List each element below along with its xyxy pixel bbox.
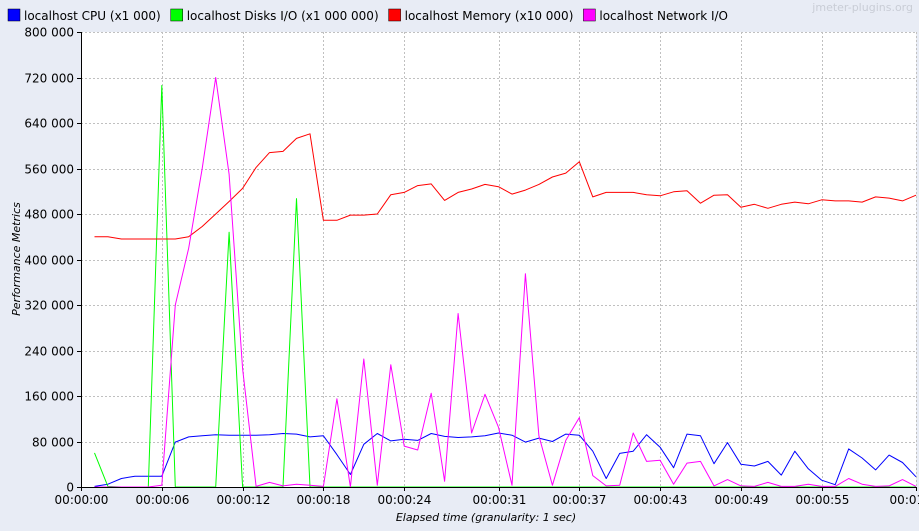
y-tick-label-10: 800 000 bbox=[24, 26, 74, 40]
x-tick-label-6: 00:00:37 bbox=[553, 493, 607, 507]
plot-area bbox=[81, 32, 916, 487]
x-tick-label-3: 00:00:18 bbox=[297, 493, 351, 507]
x-tick-label-0: 00:00:00 bbox=[55, 493, 109, 507]
x-tick-label-4: 00:00:24 bbox=[378, 493, 432, 507]
x-tick-label-7: 00:00:43 bbox=[634, 493, 688, 507]
x-tick-label-5: 00:00:31 bbox=[473, 493, 527, 507]
y-tick-label-8: 640 000 bbox=[24, 117, 74, 131]
y-tick-label-4: 320 000 bbox=[24, 299, 74, 313]
legend-swatch-2 bbox=[388, 8, 401, 22]
legend-label-0: localhost CPU (x1 000) bbox=[24, 9, 161, 23]
x-tick-label-2: 00:00:12 bbox=[217, 493, 271, 507]
legend-label-1: localhost Disks I/O (x1 000 000) bbox=[187, 9, 379, 23]
y-tick-label-6: 480 000 bbox=[24, 208, 74, 222]
y-tick-label-3: 240 000 bbox=[24, 345, 74, 359]
series-line-3 bbox=[94, 77, 917, 488]
y-tick-label-9: 720 000 bbox=[24, 72, 74, 86]
x-tick-label-1: 00:00:06 bbox=[136, 493, 190, 507]
grid bbox=[81, 32, 917, 487]
legend: localhost CPU (x1 000) localhost Disks I/… bbox=[7, 8, 728, 23]
y-tick-label-0: 0 bbox=[66, 481, 74, 495]
y-tick-label-5: 400 000 bbox=[24, 254, 74, 268]
x-tick-label-10: 00:01:02 bbox=[890, 493, 919, 507]
series-line-0 bbox=[94, 432, 917, 487]
y-tick-label-7: 560 000 bbox=[24, 163, 74, 177]
legend-swatch-1 bbox=[170, 8, 183, 22]
x-axis-ticks: 00:00:00 00:00:06 00:00:12 00:00:18 00:00:24… bbox=[55, 487, 919, 507]
legend-label-3: localhost Network I/O bbox=[599, 9, 728, 23]
y-axis-ticks: 0 80 000 160 000 240 000 320 000 400 000 480 0… bbox=[24, 26, 81, 495]
x-tick-label-8: 00:00:49 bbox=[715, 493, 769, 507]
legend-swatch-3 bbox=[583, 8, 596, 22]
series-line-2 bbox=[94, 133, 917, 240]
y-tick-label-1: 80 000 bbox=[32, 436, 74, 450]
y-tick-label-2: 160 000 bbox=[24, 390, 74, 404]
x-tick-label-9: 00:00:55 bbox=[796, 493, 850, 507]
legend-swatch-0 bbox=[7, 8, 21, 22]
watermark: jmeter-plugins.org bbox=[811, 1, 913, 14]
y-axis-label: Performance Metrics bbox=[10, 202, 23, 316]
legend-label-2: localhost Memory (x10 000) bbox=[405, 9, 574, 23]
x-axis-label: Elapsed time (granularity: 1 sec) bbox=[396, 511, 576, 524]
